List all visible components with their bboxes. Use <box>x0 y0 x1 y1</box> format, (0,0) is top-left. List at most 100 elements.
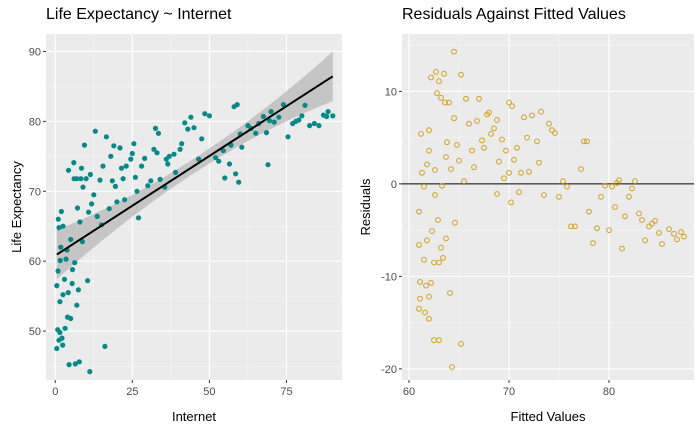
residual-point <box>488 131 494 137</box>
data-point <box>74 176 80 182</box>
data-point <box>177 146 183 152</box>
data-point <box>266 118 273 124</box>
residual-point <box>639 217 645 223</box>
residual-point <box>438 244 444 251</box>
data-points <box>54 102 336 375</box>
data-point <box>179 141 185 147</box>
data-point <box>57 299 63 305</box>
residual-point <box>436 78 442 85</box>
data-point <box>171 151 177 157</box>
data-point <box>129 150 135 157</box>
residual-point <box>446 99 452 106</box>
residual-point <box>458 71 464 78</box>
residual-point <box>436 337 442 344</box>
residual-point <box>424 161 430 168</box>
data-point <box>54 345 60 352</box>
data-point <box>142 155 148 161</box>
data-point <box>78 165 85 171</box>
residual-point <box>642 237 648 244</box>
data-point <box>263 130 270 136</box>
residual-point <box>440 255 446 261</box>
residual-point <box>506 169 512 176</box>
data-point <box>152 125 159 131</box>
residual-point <box>594 225 600 232</box>
residual-point <box>578 166 584 173</box>
data-point <box>72 361 78 367</box>
data-point <box>74 205 81 211</box>
residual-point <box>534 138 540 145</box>
data-point <box>191 125 197 131</box>
plot-background <box>402 34 694 380</box>
data-point <box>155 130 162 136</box>
data-point <box>145 183 151 189</box>
residual-point <box>516 189 522 196</box>
residual-point <box>419 169 425 176</box>
y-tick-label: -10 <box>381 271 397 283</box>
residual-point <box>609 183 615 190</box>
residual-point <box>443 154 449 160</box>
residual-point <box>417 295 423 302</box>
residual-point <box>622 213 628 220</box>
data-point <box>106 206 112 212</box>
residual-point <box>434 90 440 97</box>
residual-point <box>671 230 677 237</box>
data-point <box>103 134 109 140</box>
data-point <box>81 142 88 148</box>
residual-point <box>481 144 487 151</box>
data-point <box>324 113 330 120</box>
residual-point <box>541 192 547 198</box>
data-point <box>154 150 160 156</box>
residual-point <box>503 147 509 154</box>
data-point <box>234 102 240 108</box>
residual-point <box>619 245 625 252</box>
data-points <box>416 48 687 370</box>
data-point <box>92 128 98 134</box>
data-point <box>58 208 64 215</box>
data-point <box>202 111 208 117</box>
data-point <box>83 176 89 182</box>
data-point <box>172 169 179 175</box>
data-point <box>135 215 142 221</box>
data-point <box>94 213 100 219</box>
residual-point <box>506 99 512 106</box>
data-point <box>69 267 76 273</box>
data-point <box>325 109 331 115</box>
data-point <box>62 325 68 331</box>
residual-point <box>491 125 497 132</box>
data-point <box>109 178 115 184</box>
residual-point <box>452 219 458 226</box>
x-tick-label: 80 <box>603 386 615 398</box>
data-point <box>117 145 123 151</box>
residual-point <box>572 223 578 230</box>
life-expectancy-panel: 0 25 50 75 50 60 70 80 90 Internet Life Expectan… <box>9 34 342 424</box>
residual-point <box>496 158 502 165</box>
data-point <box>307 123 313 129</box>
residual-point <box>451 115 457 122</box>
data-point <box>122 197 128 203</box>
residual-point <box>456 157 462 164</box>
residual-point <box>602 182 608 189</box>
residual-point <box>479 137 485 144</box>
x-tick-label: 50 <box>203 386 215 398</box>
data-point <box>188 114 194 120</box>
data-point <box>65 167 72 173</box>
data-point <box>112 183 118 189</box>
residual-point <box>598 193 604 200</box>
residual-point <box>536 159 542 166</box>
residual-point <box>454 142 460 148</box>
residual-point <box>471 164 477 171</box>
residual-point <box>509 103 515 110</box>
data-point <box>233 171 239 177</box>
residual-point <box>659 241 665 247</box>
data-point <box>79 239 85 245</box>
data-point <box>139 163 145 169</box>
residual-point <box>681 233 687 240</box>
data-point <box>80 184 86 190</box>
residual-point <box>448 166 454 173</box>
residual-point <box>451 48 457 55</box>
data-point <box>260 113 266 120</box>
residual-point <box>426 293 432 300</box>
data-point <box>63 256 69 262</box>
data-point <box>123 163 129 169</box>
data-point <box>302 102 308 108</box>
